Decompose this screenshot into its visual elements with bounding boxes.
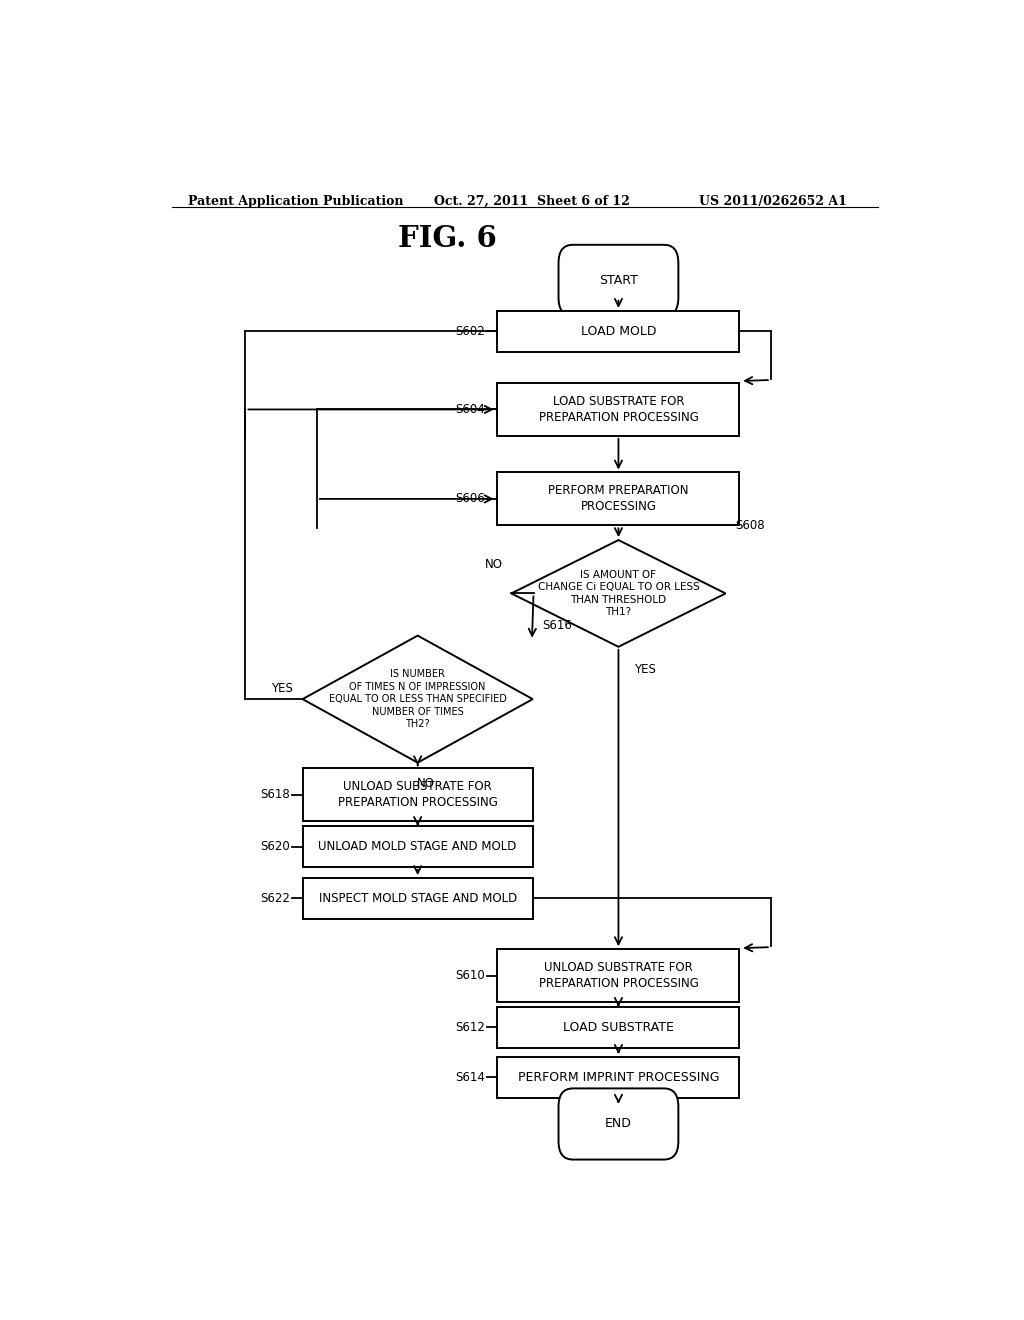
Text: S604: S604 (455, 403, 484, 416)
Text: LOAD SUBSTRATE FOR
PREPARATION PROCESSING: LOAD SUBSTRATE FOR PREPARATION PROCESSIN… (539, 395, 698, 424)
Text: S606: S606 (455, 492, 484, 506)
Text: S608: S608 (735, 519, 765, 532)
FancyBboxPatch shape (558, 244, 678, 315)
Text: START: START (599, 273, 638, 286)
FancyBboxPatch shape (498, 383, 739, 436)
Text: UNLOAD SUBSTRATE FOR
PREPARATION PROCESSING: UNLOAD SUBSTRATE FOR PREPARATION PROCESS… (338, 780, 498, 809)
FancyBboxPatch shape (303, 878, 532, 919)
Text: NO: NO (485, 558, 504, 572)
Text: S618: S618 (260, 788, 290, 801)
Text: UNLOAD SUBSTRATE FOR
PREPARATION PROCESSING: UNLOAD SUBSTRATE FOR PREPARATION PROCESS… (539, 961, 698, 990)
FancyBboxPatch shape (498, 312, 739, 351)
FancyBboxPatch shape (303, 826, 532, 867)
Text: LOAD SUBSTRATE: LOAD SUBSTRATE (563, 1020, 674, 1034)
FancyBboxPatch shape (498, 949, 739, 1002)
Text: S602: S602 (455, 325, 484, 338)
Text: S612: S612 (455, 1020, 484, 1034)
Text: PERFORM PREPARATION
PROCESSING: PERFORM PREPARATION PROCESSING (548, 484, 689, 513)
Polygon shape (511, 540, 726, 647)
FancyBboxPatch shape (498, 1057, 739, 1097)
Text: YES: YES (634, 663, 656, 676)
Text: UNLOAD MOLD STAGE AND MOLD: UNLOAD MOLD STAGE AND MOLD (318, 840, 517, 853)
Text: INSPECT MOLD STAGE AND MOLD: INSPECT MOLD STAGE AND MOLD (318, 892, 517, 904)
Text: S620: S620 (260, 840, 290, 853)
FancyBboxPatch shape (558, 1089, 678, 1159)
Text: END: END (605, 1118, 632, 1130)
Text: YES: YES (271, 682, 293, 696)
Text: IS AMOUNT OF
CHANGE Ci EQUAL TO OR LESS
THAN THRESHOLD
TH1?: IS AMOUNT OF CHANGE Ci EQUAL TO OR LESS … (538, 570, 699, 616)
Polygon shape (303, 636, 532, 763)
Text: FIG. 6: FIG. 6 (397, 224, 497, 253)
FancyBboxPatch shape (498, 473, 739, 525)
Text: S616: S616 (543, 619, 572, 631)
Text: Patent Application Publication: Patent Application Publication (187, 195, 403, 209)
Text: IS NUMBER
OF TIMES N OF IMPRESSION
EQUAL TO OR LESS THAN SPECIFIED
NUMBER OF TIM: IS NUMBER OF TIMES N OF IMPRESSION EQUAL… (329, 669, 507, 729)
Text: LOAD MOLD: LOAD MOLD (581, 325, 656, 338)
Text: US 2011/0262652 A1: US 2011/0262652 A1 (699, 195, 847, 209)
FancyBboxPatch shape (498, 1007, 739, 1048)
Text: PERFORM IMPRINT PROCESSING: PERFORM IMPRINT PROCESSING (518, 1071, 719, 1084)
Text: S622: S622 (260, 892, 290, 904)
Text: S610: S610 (455, 969, 484, 982)
Text: NO: NO (417, 777, 434, 789)
FancyBboxPatch shape (303, 768, 532, 821)
Text: Oct. 27, 2011  Sheet 6 of 12: Oct. 27, 2011 Sheet 6 of 12 (433, 195, 630, 209)
Text: S614: S614 (455, 1071, 484, 1084)
